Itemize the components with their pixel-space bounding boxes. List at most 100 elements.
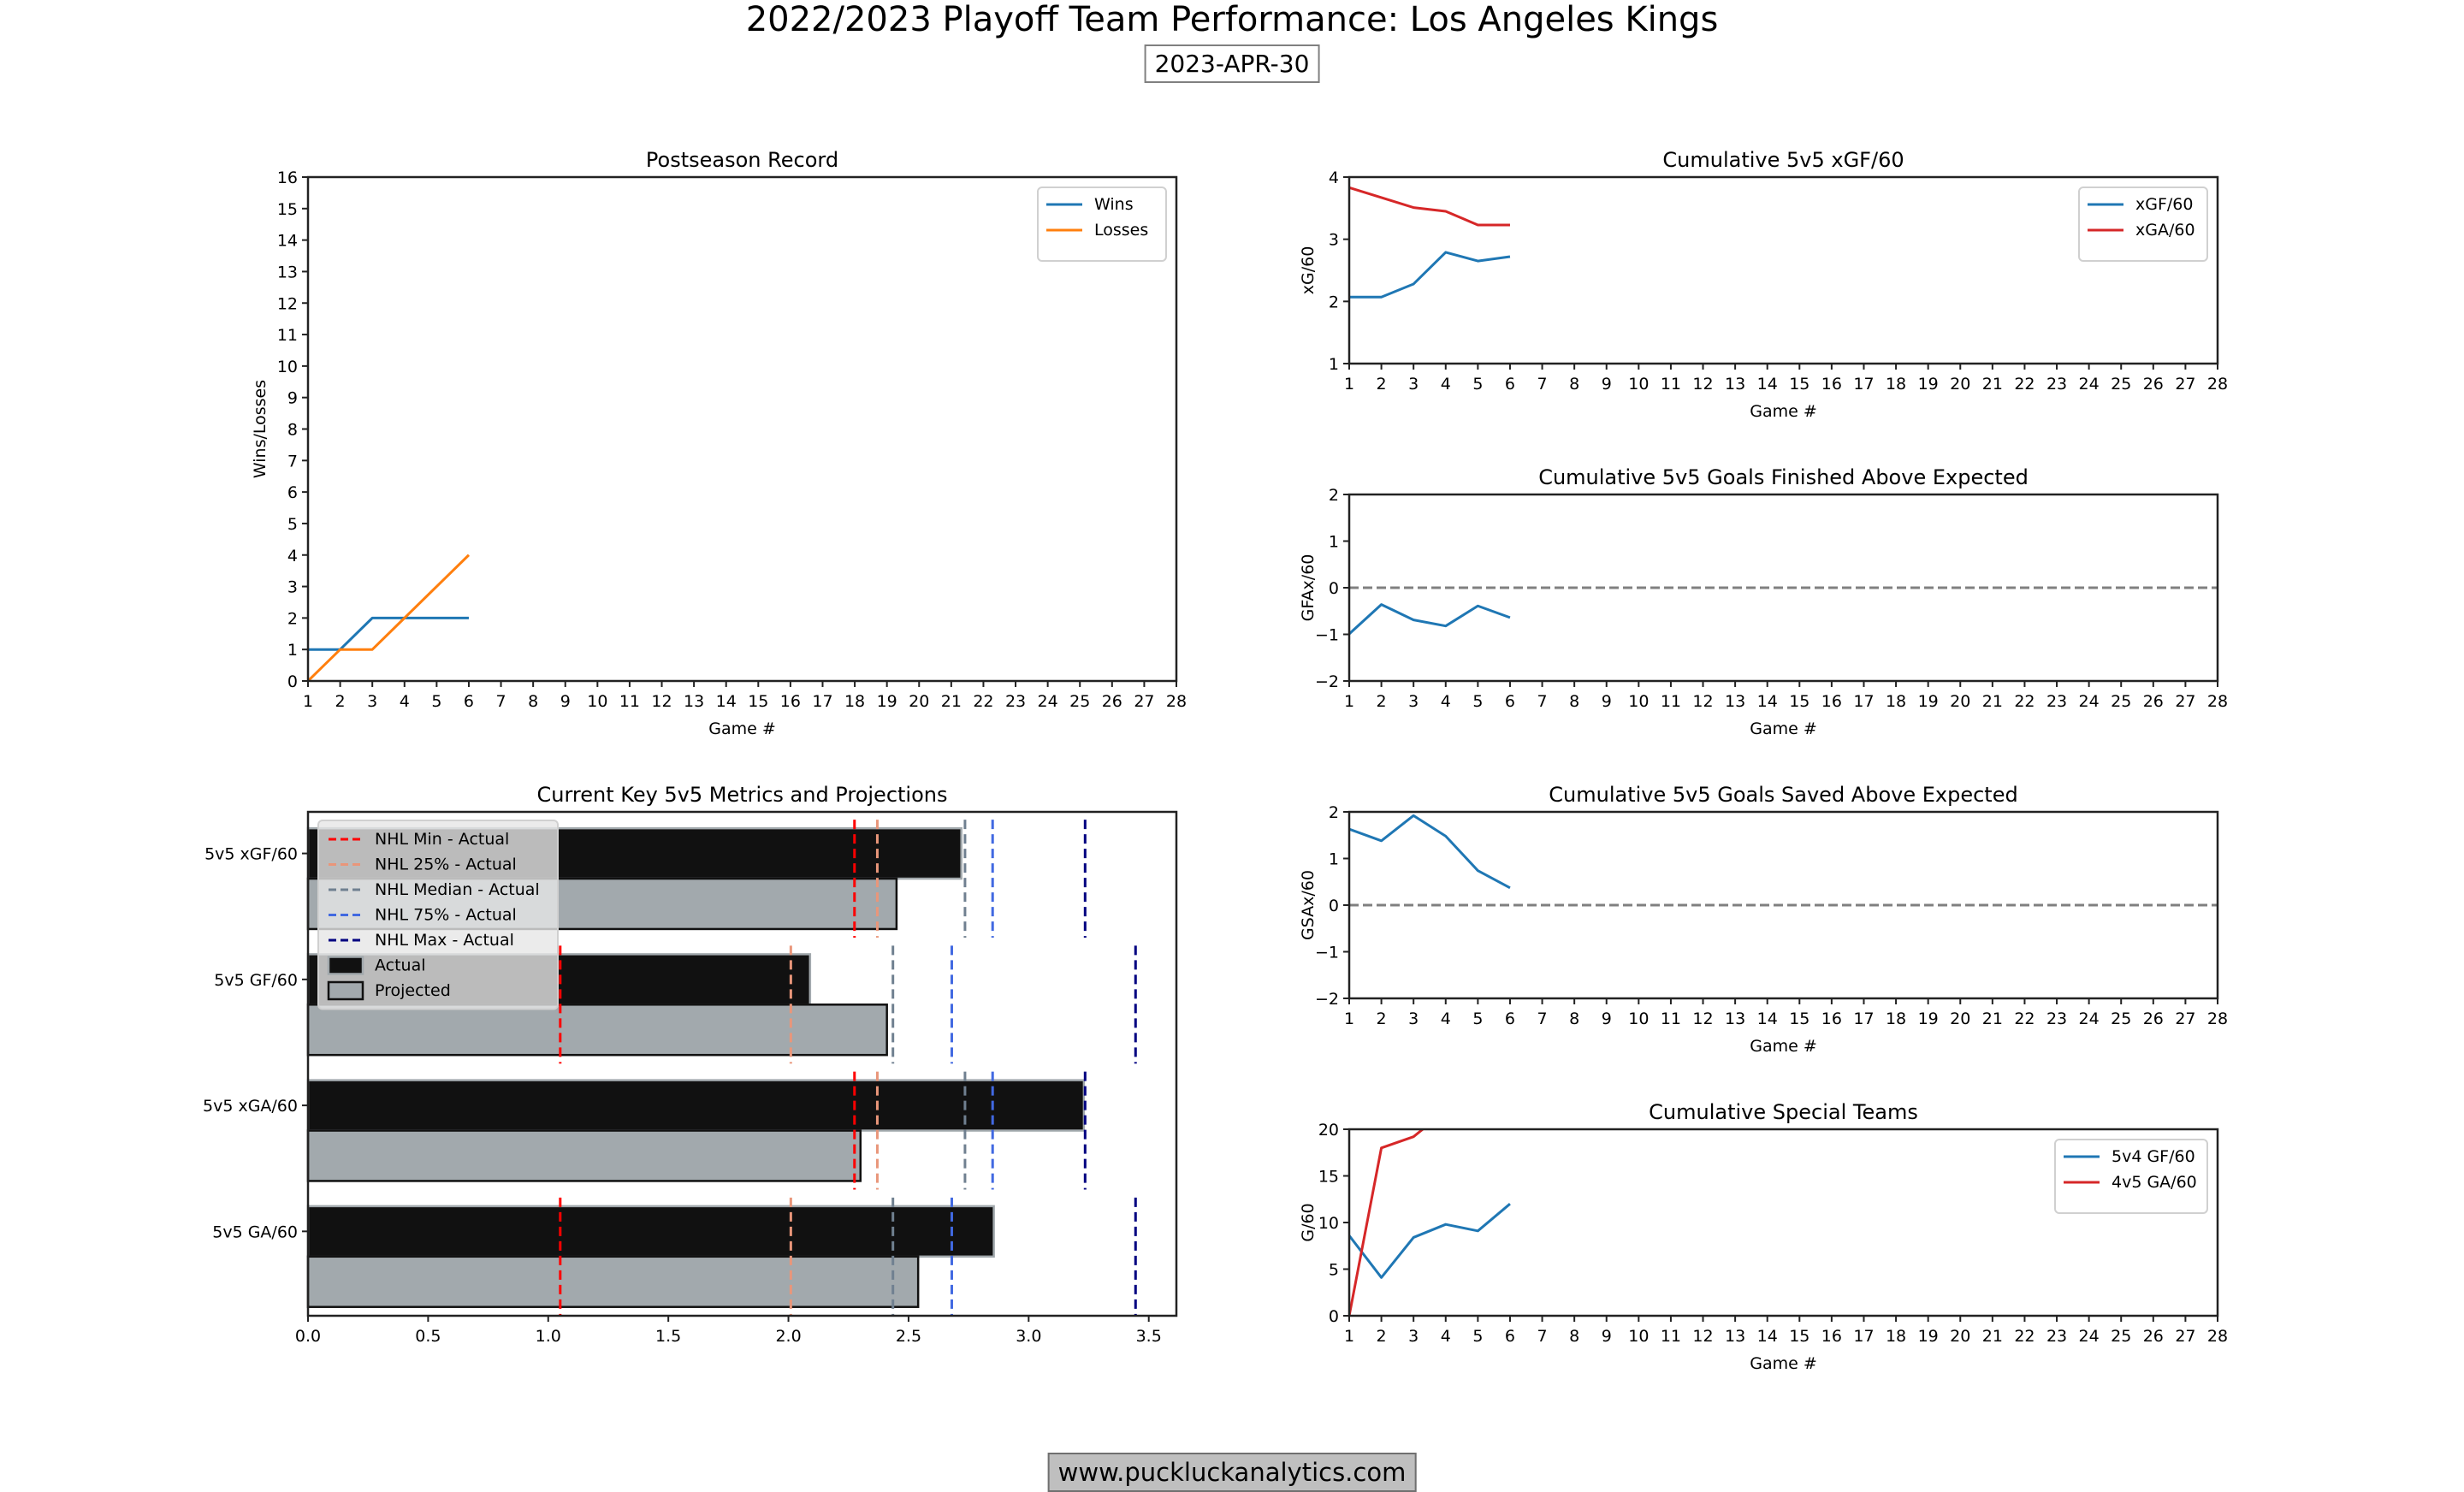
x-tick-label: 3 <box>367 692 377 711</box>
y-tick-label: 1 <box>1329 533 1339 552</box>
x-tick-label: 13 <box>1725 1327 1745 1346</box>
x-tick-label: 27 <box>2175 1327 2195 1346</box>
y-tick-label: 3 <box>1329 231 1339 250</box>
x-tick-label: 10 <box>1628 375 1649 394</box>
x-tick-label: 9 <box>1602 1327 1612 1346</box>
x-tick-label: 21 <box>1982 1327 2003 1346</box>
x-tick-label: 0.0 <box>295 1327 321 1346</box>
x-tick-label: 27 <box>2175 375 2195 394</box>
x-tick-label: 4 <box>400 692 410 711</box>
x-tick-label: 21 <box>1982 692 2003 711</box>
x-tick-label: 10 <box>587 692 607 711</box>
legend-label-nhl-75-actual: NHL 75% - Actual <box>375 906 517 925</box>
y-tick-label: 2 <box>287 609 298 628</box>
x-tick-label: 28 <box>2207 692 2228 711</box>
y-tick-label: 0 <box>1329 897 1339 915</box>
x-tick-label: 6 <box>1505 1009 1515 1028</box>
x-tick-label: 14 <box>1757 692 1778 711</box>
legend-swatch-actual <box>327 956 364 975</box>
x-tick-label: 10 <box>1628 1009 1649 1028</box>
y-tick-label: 14 <box>277 232 298 251</box>
x-tick-label: 23 <box>2046 692 2067 711</box>
x-tick-label: 1.5 <box>655 1327 681 1346</box>
x-tick-label: 19 <box>1918 375 1939 394</box>
x-tick-label: 15 <box>1789 1009 1810 1028</box>
y-tick-label: 5 <box>1329 1261 1339 1280</box>
x-tick-label: 26 <box>2143 1327 2164 1346</box>
x-tick-label: 9 <box>560 692 571 711</box>
legend: Wins Losses <box>1037 186 1167 262</box>
x-tick-label: 2 <box>1377 692 1387 711</box>
y-tick-label: 15 <box>277 200 298 219</box>
y-axis-label: xG/60 <box>1299 246 1318 295</box>
x-tick-label: 27 <box>2175 1009 2195 1028</box>
x-tick-label: 2 <box>1377 375 1387 394</box>
x-tick-label: 17 <box>1853 692 1874 711</box>
x-tick-label: 1 <box>1344 692 1354 711</box>
chart-title: Current Key 5v5 Metrics and Projections <box>537 783 948 807</box>
x-tick-label: 26 <box>2143 1009 2164 1028</box>
x-tick-label: 3 <box>1408 1327 1419 1346</box>
y-axis-label: Wins/Losses <box>251 380 270 478</box>
y-tick-label: 13 <box>277 263 298 281</box>
x-tick-label: 20 <box>1950 692 1970 711</box>
legend-label-nhl-25-actual: NHL 25% - Actual <box>375 856 517 874</box>
x-tick-label: 16 <box>1821 692 1842 711</box>
x-tick-label: 16 <box>1821 1327 1842 1346</box>
x-tick-label: 15 <box>1789 375 1810 394</box>
x-tick-label: 13 <box>1725 375 1745 394</box>
x-tick-label: 16 <box>1821 1009 1842 1028</box>
y-tick-label: 2 <box>1329 293 1339 311</box>
y-tick-label: 6 <box>287 483 298 502</box>
x-tick-label: 26 <box>1102 692 1122 711</box>
y-tick-label: 1 <box>1329 850 1339 869</box>
x-tick-label: 2.0 <box>775 1327 801 1346</box>
x-tick-label: 28 <box>2207 1327 2228 1346</box>
x-tick-label: 23 <box>1005 692 1026 711</box>
x-tick-label: 10 <box>1628 692 1649 711</box>
legend-label-4v5-ga-60: 4v5 GA/60 <box>2112 1173 2197 1192</box>
x-tick-label: 12 <box>651 692 672 711</box>
chart-gsax: Cumulative 5v5 Goals Saved Above Expecte… <box>1299 783 2228 1056</box>
y-tick-label: 10 <box>1318 1214 1339 1233</box>
x-tick-label: 2 <box>1377 1327 1387 1346</box>
x-axis-label: Game # <box>1750 719 1817 738</box>
y-tick-label: 1 <box>1329 355 1339 374</box>
y-tick-label: 0 <box>1329 579 1339 598</box>
x-tick-label: 18 <box>1886 1009 1906 1028</box>
x-tick-label: 18 <box>1886 1327 1906 1346</box>
x-tick-label: 25 <box>1069 692 1090 711</box>
chart-gfax: Cumulative 5v5 Goals Finished Above Expe… <box>1299 465 2228 738</box>
x-tick-label: 14 <box>716 692 737 711</box>
x-tick-label: 15 <box>1789 692 1810 711</box>
y-tick-label: 12 <box>277 294 298 313</box>
bar-actual <box>306 1079 1086 1132</box>
x-tick-label: 28 <box>1166 692 1187 711</box>
x-tick-label: 22 <box>2014 375 2035 394</box>
x-tick-label: 22 <box>2014 1327 2035 1346</box>
x-tick-label: 19 <box>877 692 897 711</box>
axes-frame <box>1348 175 2219 365</box>
series-line-losses <box>308 554 471 681</box>
y-tick-label: 1 <box>287 641 298 660</box>
y-tick-label: 0 <box>1329 1307 1339 1326</box>
x-tick-label: 25 <box>2111 1327 2131 1346</box>
x-tick-label: 6 <box>464 692 474 711</box>
x-tick-label: 12 <box>1692 1009 1713 1028</box>
legend: NHL Min - Actual NHL 25% - Actual NHL Medi… <box>317 820 559 1010</box>
x-tick-label: 17 <box>812 692 832 711</box>
legend-label-actual: Actual <box>375 956 426 975</box>
x-tick-label: 5 <box>1472 1009 1483 1028</box>
x-tick-label: 26 <box>2143 375 2164 394</box>
series-line-5v4-gf-60 <box>1349 1203 1511 1279</box>
x-tick-label: 22 <box>973 692 993 711</box>
x-tick-label: 2 <box>1377 1009 1387 1028</box>
bar-actual <box>306 1205 995 1258</box>
x-tick-label: 4 <box>1441 375 1451 394</box>
y-tick-label: −2 <box>1315 990 1339 1009</box>
chart-title: Postseason Record <box>646 148 838 172</box>
y-tick-label: 2 <box>1329 486 1339 505</box>
